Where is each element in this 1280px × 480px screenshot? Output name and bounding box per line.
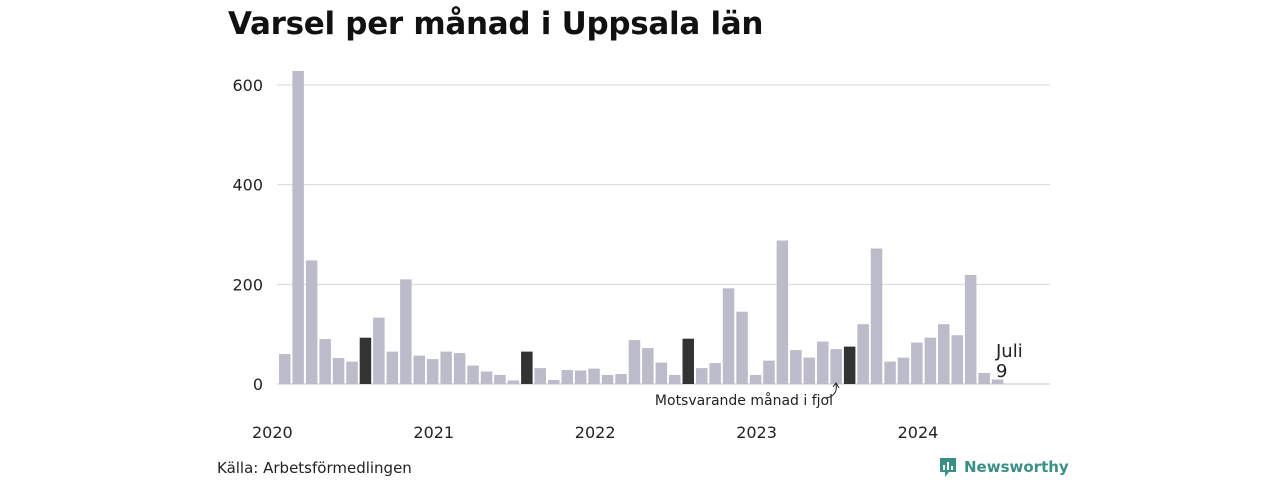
latest-month-label: Juli — [995, 341, 1023, 362]
annotation-group: Motsvarande månad i fjol — [655, 382, 840, 409]
bar — [440, 351, 452, 384]
bar — [978, 373, 990, 384]
y-tick-label: 200 — [232, 275, 263, 294]
bar — [373, 317, 385, 384]
bar-same-month-last-year — [359, 337, 372, 384]
bar — [763, 360, 775, 384]
bar-same-month-last-year — [521, 351, 533, 384]
bar — [749, 375, 762, 384]
bar — [305, 260, 318, 384]
bar-same-month-last-year — [682, 338, 694, 384]
x-tick-label-2023: 2023 — [736, 423, 777, 442]
bar — [346, 361, 358, 384]
y-tick-label: 400 — [232, 176, 263, 195]
bar — [467, 365, 479, 384]
chart-title: Varsel per månad i Uppsala län — [228, 6, 764, 42]
brand-logo[interactable]: Newsworthy — [938, 456, 1069, 478]
bar — [642, 348, 654, 384]
bar — [453, 353, 466, 384]
bar — [588, 368, 600, 384]
bar — [561, 370, 573, 384]
bar — [924, 337, 937, 384]
annotation-label: Motsvarande månad i fjol — [655, 392, 833, 409]
x-tick-label-2022: 2022 — [575, 423, 616, 442]
bar — [534, 368, 546, 384]
brand-name: Newsworthy — [964, 458, 1069, 476]
bar — [548, 380, 560, 384]
bar — [830, 349, 842, 384]
bar — [790, 350, 802, 384]
bar — [615, 374, 627, 384]
x-tick-label-2020: 2020 — [252, 423, 293, 442]
bar — [319, 339, 331, 384]
bar — [722, 288, 735, 384]
bar — [696, 368, 708, 384]
source-note: Källa: Arbetsförmedlingen — [217, 459, 412, 477]
bar — [400, 279, 412, 385]
bar — [938, 324, 950, 384]
bar — [507, 380, 520, 384]
bar — [332, 358, 345, 384]
latest-value-label: Juli 9 — [995, 341, 1023, 382]
bar — [897, 357, 910, 384]
bar — [601, 375, 614, 384]
bar — [964, 274, 977, 384]
newsworthy-logo-icon — [940, 458, 956, 477]
bar — [279, 354, 291, 384]
y-tick-label: 0 — [253, 375, 263, 394]
bar — [803, 357, 815, 384]
bar — [669, 375, 681, 384]
bar — [413, 355, 425, 384]
x-tick-label-2021: 2021 — [413, 423, 454, 442]
annotation-arrowhead — [832, 382, 840, 389]
y-axis-tick-labels: 0 200 400 600 — [232, 76, 263, 394]
bar-same-month-last-year — [843, 346, 856, 384]
bar — [426, 359, 439, 384]
bar — [817, 341, 829, 384]
bar — [736, 311, 748, 384]
bar — [574, 370, 587, 384]
bar — [776, 240, 789, 384]
x-axis-tick-labels: 2020 2021 2022 2023 2024 — [252, 423, 938, 442]
bar — [386, 351, 399, 384]
bar — [870, 248, 883, 384]
bar — [709, 363, 721, 384]
bar — [884, 361, 896, 384]
bar — [991, 379, 1004, 384]
bars — [279, 71, 1004, 385]
bar — [911, 342, 923, 384]
bar — [494, 375, 506, 384]
y-tick-label: 600 — [232, 76, 263, 95]
bar — [628, 340, 641, 384]
bar — [951, 335, 963, 384]
x-tick-label-2024: 2024 — [898, 423, 939, 442]
bar — [292, 71, 304, 384]
bar — [655, 362, 668, 384]
bar — [480, 371, 493, 384]
latest-value: 9 — [996, 361, 1007, 382]
annotation-arrow — [825, 383, 837, 399]
bar — [857, 324, 869, 384]
